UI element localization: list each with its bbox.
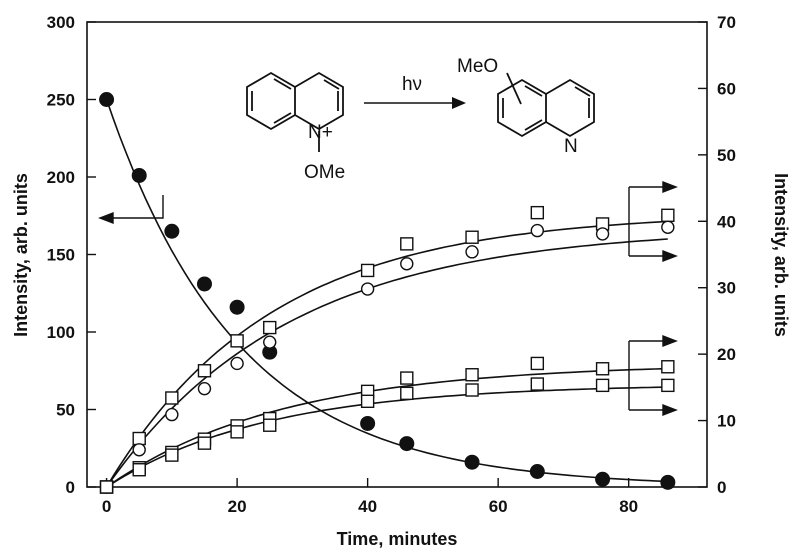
data-point-3 [360,282,375,296]
y-tick-label-right: 60 [717,79,736,98]
y-tick-label-left: 0 [66,478,75,497]
axis-indicator-arrows [98,180,678,417]
data-point-3 [230,356,244,371]
y-tick-label-left: 150 [47,246,75,265]
x-tick-label: 60 [489,497,508,516]
data-point-2 [465,230,479,244]
data-point-2 [263,320,277,335]
right-axis-arrowhead-1 [662,180,678,194]
y-tick-label-right: 50 [717,146,736,165]
data-point-3 [530,223,545,238]
ticks: 0 20 40 60 80 0 50 100 150 200 250 300 0 10 20 30 40 50 60… [47,13,736,516]
data-point-5 [230,425,244,439]
data-point-1 [131,167,147,183]
fit-curve-2 [105,220,668,488]
data-point-3 [595,227,610,241]
y-tick-label-right: 10 [717,412,736,431]
data-point-3 [197,381,212,396]
data-point-4 [400,371,414,385]
y-tick-label-left: 300 [47,13,75,32]
data-point-4 [661,360,675,374]
data-point-3 [132,443,146,457]
data-point-2 [661,208,675,223]
reactant-charge-label: N+ [308,122,333,143]
data-point-4 [595,362,610,376]
data-point-4 [530,356,545,371]
fit-curve-1 [105,99,668,483]
y-tick-label-left: 100 [47,323,75,342]
reaction-arrow [364,97,466,109]
data-point-1 [660,474,676,490]
fit-curve-4 [106,367,668,488]
data-point-2 [400,237,414,251]
data-point-5 [197,436,212,450]
data-point-1 [464,454,480,470]
data-point-1 [196,276,212,292]
y-tick-label-right: 70 [717,13,736,32]
x-tick-label: 80 [619,497,638,516]
right-axis-arrowhead-4 [662,403,678,417]
data-point-3 [661,220,675,234]
data-point-2 [165,391,179,405]
right-axis-arrow-lower [628,340,672,411]
reactant-structure [246,71,344,152]
data-point-5 [263,418,277,432]
data-point-1 [99,92,115,107]
data-point-5 [360,394,375,409]
fit-curves [105,99,668,488]
x-tick-label: 40 [358,497,377,516]
product-n-label: N [564,136,578,157]
left-axis-arrow [100,195,164,219]
data-point-1 [229,299,245,315]
right-axis-arrowhead-3 [662,334,678,348]
data-point-3 [263,335,277,349]
x-axis-title: Time, minutes [337,529,458,549]
data-point-5 [530,377,545,391]
data-point-2 [230,334,244,348]
data-point-5 [99,480,114,494]
product-group-label: MeO [457,56,498,77]
reactant-group-label: OMe [304,162,345,183]
data-point-2 [197,364,212,378]
left-axis-arrowhead [98,211,114,225]
data-point-1 [360,415,376,431]
fit-curve-3 [105,238,668,488]
data-point-1 [262,344,278,360]
y-axis-title-right: Intensity, arb. units [771,173,791,337]
data-point-1 [529,464,545,479]
data-point-3 [465,245,479,259]
y-tick-label-right: 0 [717,478,726,497]
x-tick-label: 20 [228,497,247,516]
data-point-2 [360,263,375,278]
y-tick-label-left: 250 [47,91,75,110]
data-point-5 [165,448,179,462]
data-markers [99,92,676,494]
y-tick-label-left: 200 [47,168,75,187]
data-point-3 [165,407,179,422]
y-tick-label-left: 50 [56,401,75,420]
product-structure [497,72,595,138]
data-point-5 [595,378,610,393]
data-point-2 [132,431,146,446]
y-axis-title-left: Intensity, arb. units [11,173,31,337]
y-tick-label-right: 40 [717,212,736,231]
x-tick-label: 0 [102,497,111,516]
plot-frame [86,21,708,488]
fit-curve-5 [106,386,668,488]
data-point-5 [400,386,414,401]
data-point-4 [465,368,479,382]
data-point-5 [465,383,479,397]
y-tick-label-right: 20 [717,345,736,364]
data-point-5 [132,463,146,477]
data-point-1 [595,471,611,487]
data-point-3 [400,257,414,271]
reaction-arrow-label: hν [402,74,422,95]
data-point-1 [164,223,180,239]
data-point-5 [661,378,675,393]
right-axis-arrowhead-2 [662,249,678,263]
data-point-1 [399,436,415,452]
data-point-2 [530,205,545,220]
y-tick-label-right: 30 [717,279,736,298]
